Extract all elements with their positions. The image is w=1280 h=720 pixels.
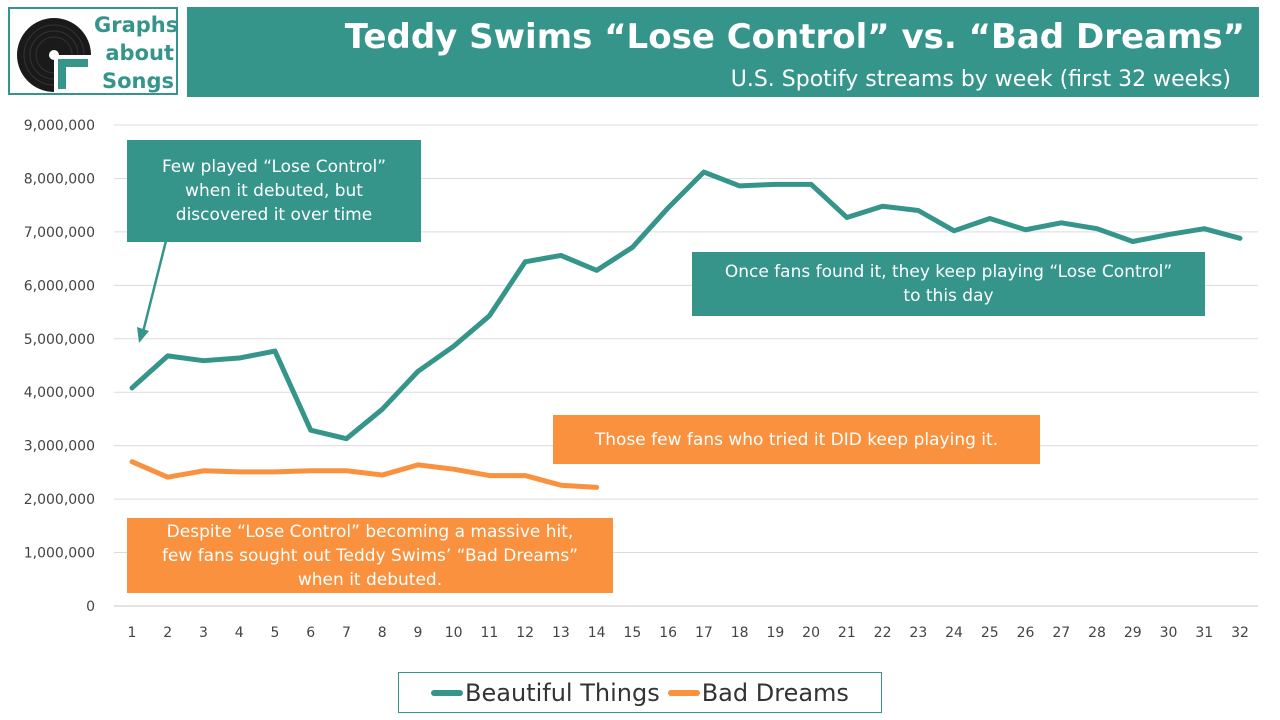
annotation-those-few: Those few fans who tried it DID keep pla… bbox=[553, 415, 1040, 464]
y-tick-label: 5,000,000 bbox=[24, 332, 95, 348]
legend-item-beautiful-things: Beautiful Things bbox=[431, 679, 660, 707]
x-tick-label: 10 bbox=[445, 625, 463, 641]
x-tick-label: 26 bbox=[1017, 625, 1035, 641]
y-tick-label: 2,000,000 bbox=[24, 492, 95, 508]
logo-line-3: Songs bbox=[101, 69, 174, 93]
x-tick-label: 11 bbox=[481, 625, 499, 641]
x-tick-label: 1 bbox=[128, 625, 137, 641]
series-line-beautiful-things bbox=[129, 169, 1243, 442]
x-tick-label: 32 bbox=[1231, 625, 1249, 641]
x-tick-label: 22 bbox=[874, 625, 892, 641]
annotation-despite: Despite “Lose Control” becoming a massiv… bbox=[127, 518, 613, 593]
legend-item-bad-dreams: Bad Dreams bbox=[667, 678, 849, 707]
legend-swatch-beautiful-things bbox=[431, 689, 464, 696]
series-line-bad-dreams bbox=[129, 459, 600, 490]
logo-text: Graphs about Songs bbox=[94, 11, 179, 95]
x-tick-label: 16 bbox=[659, 625, 677, 641]
x-tick-label: 7 bbox=[342, 625, 351, 641]
x-tick-label: 21 bbox=[838, 625, 856, 641]
x-tick-label: 29 bbox=[1124, 625, 1142, 641]
x-tick-label: 20 bbox=[802, 625, 820, 641]
x-tick-label: 5 bbox=[271, 625, 280, 641]
x-tick-label: 9 bbox=[413, 625, 422, 641]
annotation-arrow bbox=[137, 224, 172, 343]
x-tick-label: 17 bbox=[695, 625, 713, 641]
y-axis-ticks: 0 1,000,000 2,000,000 3,000,000 4,000,000 5,0… bbox=[24, 118, 95, 615]
x-tick-label: 31 bbox=[1195, 625, 1213, 641]
x-tick-label: 15 bbox=[623, 625, 641, 641]
x-tick-label: 24 bbox=[945, 625, 963, 641]
x-tick-label: 4 bbox=[235, 625, 244, 641]
legend-label-beautiful-things: Beautiful Things bbox=[465, 678, 660, 707]
y-tick-label: 9,000,000 bbox=[24, 118, 95, 134]
arrow-shaft bbox=[141, 224, 172, 333]
x-tick-label: 27 bbox=[1052, 625, 1070, 641]
chart-title: Teddy Swims “Lose Control” vs. “Bad Drea… bbox=[344, 17, 1245, 57]
legend-swatch-bad-dreams bbox=[667, 689, 700, 696]
y-tick-label: 6,000,000 bbox=[24, 278, 95, 294]
y-tick-label: 8,000,000 bbox=[24, 171, 95, 187]
y-tick-label: 3,000,000 bbox=[24, 439, 95, 455]
x-tick-label: 30 bbox=[1160, 625, 1178, 641]
header-banner: Teddy Swims “Lose Control” vs. “Bad Drea… bbox=[187, 7, 1259, 97]
x-axis-ticks: 1 2 3 4 5 6 7 8 9 10 11 12 13 14 15 16 17 18 19 20 21 22 23 24 2… bbox=[128, 625, 1249, 641]
x-tick-label: 14 bbox=[588, 625, 606, 641]
x-tick-label: 13 bbox=[552, 625, 570, 641]
y-tick-label: 4,000,000 bbox=[24, 385, 95, 401]
logo-line-2: about bbox=[105, 41, 174, 65]
chart-subtitle: U.S. Spotify streams by week (first 32 w… bbox=[730, 67, 1231, 92]
y-tick-label: 0 bbox=[86, 599, 95, 615]
x-tick-label: 19 bbox=[766, 625, 784, 641]
vinyl-record-icon bbox=[17, 18, 92, 93]
legend-label-bad-dreams: Bad Dreams bbox=[701, 678, 849, 707]
x-tick-label: 18 bbox=[731, 625, 749, 641]
y-tick-label: 1,000,000 bbox=[24, 546, 95, 562]
annotation-few-played: Few played “Lose Control” when it debute… bbox=[127, 140, 421, 242]
series-lines bbox=[129, 169, 1243, 490]
x-tick-label: 3 bbox=[199, 625, 208, 641]
x-tick-label: 28 bbox=[1088, 625, 1106, 641]
x-tick-label: 6 bbox=[306, 625, 315, 641]
x-tick-label: 8 bbox=[378, 625, 387, 641]
arrow-head bbox=[137, 327, 149, 343]
logo-line-1: Graphs bbox=[94, 13, 179, 37]
legend: Beautiful Things Bad Dreams bbox=[398, 672, 882, 713]
y-tick-label: 7,000,000 bbox=[24, 225, 95, 241]
x-tick-label: 25 bbox=[981, 625, 999, 641]
x-tick-label: 12 bbox=[516, 625, 534, 641]
x-tick-label: 23 bbox=[909, 625, 927, 641]
logo: Graphs about Songs bbox=[8, 7, 178, 95]
x-tick-label: 2 bbox=[163, 625, 172, 641]
annotation-once-fans: Once fans found it, they keep playing “L… bbox=[692, 252, 1205, 316]
